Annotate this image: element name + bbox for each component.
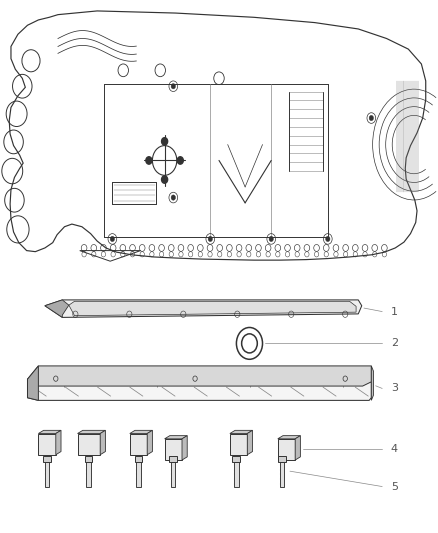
Text: 1: 1: [391, 306, 398, 317]
Polygon shape: [45, 300, 362, 317]
Polygon shape: [78, 430, 106, 433]
Polygon shape: [45, 300, 69, 317]
Bar: [170, 456, 177, 462]
Text: 4: 4: [391, 445, 398, 455]
Polygon shape: [56, 430, 61, 455]
Bar: [233, 456, 240, 462]
Circle shape: [110, 236, 115, 241]
Text: 2: 2: [391, 338, 398, 349]
Polygon shape: [147, 430, 152, 455]
Circle shape: [325, 236, 330, 241]
Polygon shape: [130, 430, 152, 433]
Polygon shape: [295, 435, 300, 460]
Bar: [171, 462, 176, 487]
Bar: [234, 462, 239, 487]
Circle shape: [269, 236, 273, 241]
Bar: [278, 456, 286, 462]
Circle shape: [208, 236, 212, 241]
Polygon shape: [165, 435, 187, 439]
Bar: [39, 433, 56, 455]
Bar: [86, 462, 91, 487]
Circle shape: [162, 176, 168, 183]
Bar: [230, 433, 247, 455]
Circle shape: [162, 138, 168, 145]
Bar: [280, 462, 284, 487]
Bar: [278, 439, 295, 460]
Bar: [130, 433, 147, 455]
Text: 5: 5: [391, 481, 398, 491]
Polygon shape: [28, 366, 39, 400]
Polygon shape: [230, 430, 253, 433]
Bar: [45, 462, 49, 487]
Circle shape: [171, 195, 176, 200]
Bar: [165, 439, 182, 460]
Bar: [134, 456, 142, 462]
Polygon shape: [69, 301, 356, 316]
Polygon shape: [100, 430, 106, 455]
Circle shape: [369, 115, 374, 120]
Circle shape: [146, 157, 152, 164]
Polygon shape: [28, 379, 371, 400]
Polygon shape: [278, 435, 300, 439]
Bar: [85, 456, 92, 462]
Bar: [43, 456, 51, 462]
Polygon shape: [371, 366, 374, 400]
Circle shape: [177, 157, 184, 164]
Polygon shape: [28, 366, 371, 386]
Circle shape: [171, 84, 176, 89]
Bar: [78, 433, 100, 455]
Bar: [136, 462, 141, 487]
Polygon shape: [39, 430, 61, 433]
Text: 3: 3: [391, 383, 398, 393]
Polygon shape: [182, 435, 187, 460]
Polygon shape: [247, 430, 253, 455]
